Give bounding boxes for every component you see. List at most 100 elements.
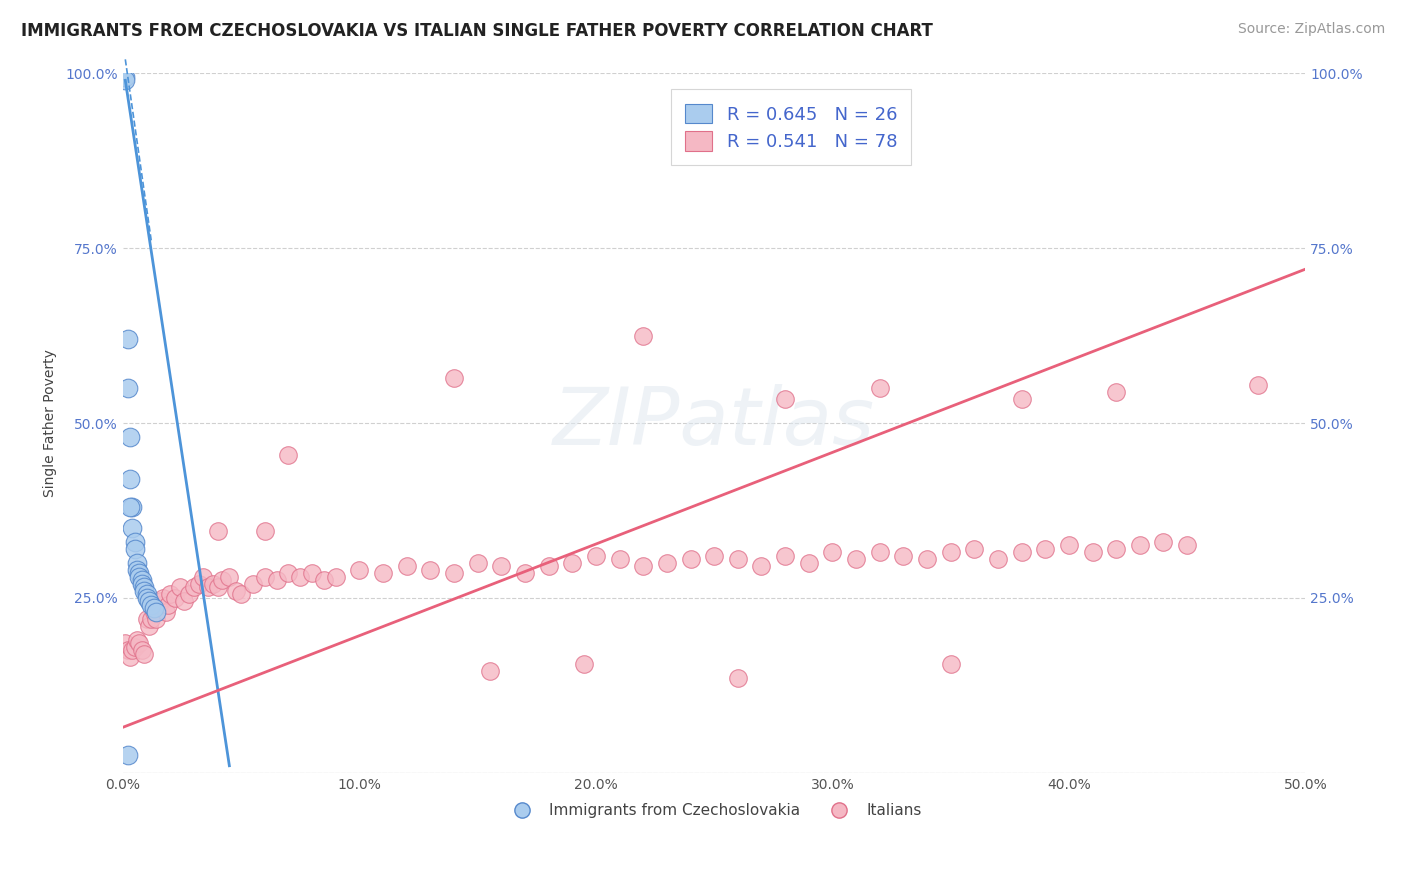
Legend: Immigrants from Czechoslovakia, Italians: Immigrants from Czechoslovakia, Italians (501, 797, 928, 824)
Point (1011, 392, 1033, 406)
Point (869, 381, 891, 395)
Point (963, 541, 986, 556)
Point (443, 566, 465, 581)
Point (655, 556, 678, 570)
Point (135, 591, 157, 605)
Point (609, 552, 631, 566)
Point (1105, 541, 1128, 556)
Point (773, 392, 796, 406)
Point (277, 566, 299, 581)
Point (869, 545, 891, 559)
Point (159, 587, 181, 601)
Point (142, 601, 165, 615)
Point (1011, 545, 1033, 559)
Point (121, 521, 143, 535)
Point (419, 563, 441, 577)
Point (537, 559, 560, 574)
Point (1153, 535, 1175, 549)
Point (163, 591, 186, 605)
Point (218, 570, 240, 584)
Point (266, 574, 288, 588)
Point (134, 647, 156, 661)
Point (1033, 541, 1056, 556)
Point (118, 472, 141, 486)
Point (467, 556, 489, 570)
Point (491, 559, 513, 574)
Point (242, 577, 264, 591)
Point (893, 549, 915, 563)
Point (631, 328, 654, 343)
Point (197, 581, 219, 595)
Point (349, 563, 371, 577)
Text: ZIPatlas: ZIPatlas (553, 384, 875, 462)
Point (773, 549, 796, 563)
Point (325, 570, 347, 584)
Point (121, 500, 143, 514)
Point (1057, 538, 1080, 552)
Point (231, 587, 253, 601)
Point (135, 612, 157, 626)
Point (939, 545, 962, 559)
Point (751, 559, 773, 574)
Text: IMMIGRANTS FROM CZECHOSLOVAKIA VS ITALIAN SINGLE FATHER POVERTY CORRELATION CHAR: IMMIGRANTS FROM CZECHOSLOVAKIA VS ITALIA… (21, 22, 934, 40)
Point (127, 632, 149, 647)
Point (152, 591, 174, 605)
Point (1129, 538, 1152, 552)
Point (845, 552, 868, 566)
Point (312, 574, 335, 588)
Point (797, 556, 820, 570)
Point (225, 583, 247, 598)
Point (117, 748, 139, 763)
Point (277, 448, 299, 462)
Point (183, 581, 205, 595)
Point (631, 559, 654, 574)
Point (193, 570, 215, 584)
Point (128, 566, 150, 581)
Point (211, 574, 233, 588)
Point (127, 563, 149, 577)
Point (124, 640, 146, 654)
Point (585, 549, 607, 563)
Point (149, 594, 172, 608)
Point (207, 581, 229, 595)
Point (1175, 538, 1198, 552)
Point (679, 552, 702, 566)
Point (135, 587, 157, 601)
Point (253, 570, 276, 584)
Point (155, 605, 177, 619)
Point (156, 598, 179, 612)
Point (131, 574, 153, 588)
Point (118, 430, 141, 444)
Point (513, 566, 536, 581)
Point (1105, 384, 1128, 399)
Point (118, 650, 141, 665)
Point (141, 612, 163, 626)
Point (207, 524, 229, 539)
Point (1081, 545, 1104, 559)
Point (478, 665, 501, 679)
Point (131, 643, 153, 657)
Point (124, 535, 146, 549)
Point (141, 598, 163, 612)
Point (127, 556, 149, 570)
Y-axis label: Single Father Poverty: Single Father Poverty (44, 349, 58, 497)
Point (253, 524, 276, 539)
Point (290, 570, 312, 584)
Point (187, 577, 209, 591)
Point (145, 612, 167, 626)
Point (134, 583, 156, 598)
Point (821, 545, 844, 559)
Point (117, 381, 139, 395)
Point (114, 73, 136, 87)
Point (124, 541, 146, 556)
Point (169, 581, 191, 595)
Point (114, 636, 136, 650)
Text: Source: ZipAtlas.com: Source: ZipAtlas.com (1237, 22, 1385, 37)
Point (727, 671, 749, 685)
Point (117, 643, 139, 657)
Point (301, 566, 323, 581)
Point (201, 577, 224, 591)
Point (173, 594, 195, 608)
Point (727, 552, 749, 566)
Point (145, 605, 167, 619)
